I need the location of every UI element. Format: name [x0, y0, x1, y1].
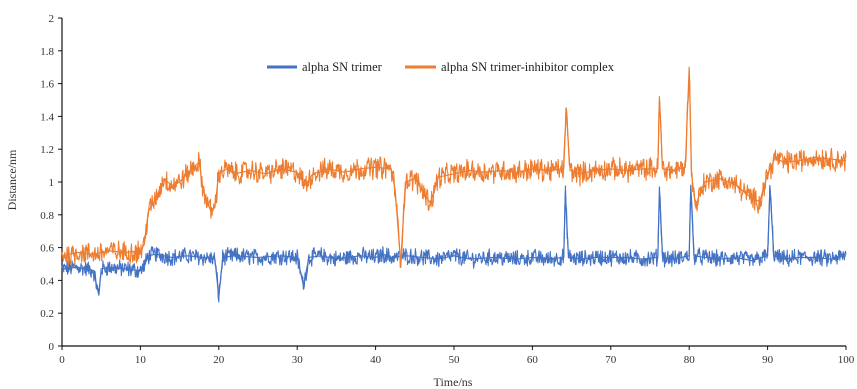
legend-label-series-0: alpha SN trimer [302, 60, 383, 74]
x-tick-label: 10 [135, 354, 147, 366]
series-keypoints-1 [61, 66, 847, 265]
x-tick-label: 80 [684, 354, 696, 366]
series-keypoints-0 [61, 184, 847, 298]
legend: alpha SN trimer alpha SN trimer-inhibito… [267, 60, 615, 74]
x-tick-label: 70 [605, 354, 617, 366]
x-tick-label: 20 [213, 354, 225, 366]
y-tick-label: 1.2 [40, 144, 54, 156]
y-tick-label: 1.4 [40, 111, 54, 123]
x-axis-title: Time/ns [434, 375, 473, 389]
y-tick-label: 0.2 [40, 308, 54, 320]
y-tick-label: 1.8 [40, 46, 54, 58]
series-layer [61, 66, 847, 303]
y-tick-label: 2 [49, 13, 55, 25]
x-tick-label: 90 [762, 354, 774, 366]
series-line-0 [61, 184, 847, 303]
x-tick-label: 40 [370, 354, 382, 366]
x-tick-label: 0 [59, 354, 65, 366]
y-tick-label: 0 [49, 341, 55, 353]
y-tick-label: 0.8 [40, 210, 54, 222]
y-tick-label: 1.6 [40, 79, 54, 91]
y-tick-label: 1 [49, 177, 55, 189]
y-tick-label: 0.4 [40, 275, 54, 287]
x-tick-label: 60 [527, 354, 539, 366]
y-tick-label: 0.6 [40, 243, 54, 255]
x-tick-label: 50 [449, 354, 461, 366]
series-line-1 [61, 72, 847, 269]
x-tick-label: 100 [838, 354, 855, 366]
x-tick-label: 30 [292, 354, 304, 366]
y-axis-title: Distance/nm [5, 149, 19, 210]
x-axis-ticks: 0 10 20 30 40 50 60 70 80 90 100 [59, 346, 855, 366]
y-axis-ticks: 0 0.2 0.4 0.6 0.8 1 1.2 1.4 1.6 1.8 2 [40, 13, 62, 353]
legend-label-series-1: alpha SN trimer-inhibitor complex [441, 60, 615, 74]
